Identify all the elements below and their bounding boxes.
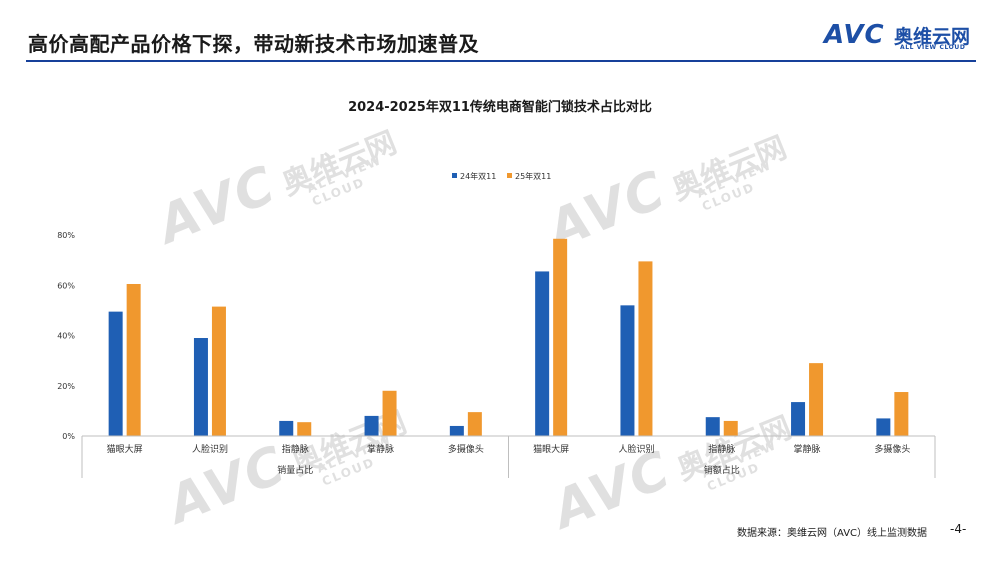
bar (553, 238, 568, 436)
x-category-label: 人脸识别 (618, 443, 654, 455)
bar (382, 390, 397, 436)
bar (705, 417, 720, 436)
chart-title: 2024-2025年双11传统电商智能门锁技术占比对比 (348, 99, 652, 115)
bar (809, 363, 824, 436)
logo-mark: AVC (824, 20, 885, 50)
bar (108, 311, 123, 436)
data-source-note: 数据来源：奥维云网（AVC）线上监测数据 (737, 528, 928, 539)
logo-name-cn: 奥维云网 (894, 26, 971, 48)
x-group-label: 销量占比 (277, 464, 313, 476)
x-category-label: 多摄像头 (874, 443, 910, 455)
x-category-label: 指静脉 (708, 443, 735, 455)
bar (449, 425, 464, 436)
x-category-label: 猫眼大屏 (107, 443, 143, 455)
bar (126, 283, 141, 436)
bar (467, 412, 482, 436)
bar (211, 306, 226, 436)
bar (364, 415, 379, 436)
legend-swatch (452, 173, 457, 178)
bar (297, 422, 312, 436)
bar (894, 392, 909, 436)
bar (620, 305, 635, 436)
bars (108, 238, 909, 436)
x-category-label: 人脸识别 (192, 443, 228, 455)
x-category-label: 掌静脉 (367, 443, 394, 455)
x-category-label: 多摄像头 (448, 443, 484, 455)
chart-legend: 24年双11 25年双11 (452, 171, 551, 181)
legend-label: 24年双11 (460, 171, 496, 181)
bar (638, 261, 653, 436)
x-category-label: 猫眼大屏 (533, 443, 569, 455)
legend-label: 25年双11 (515, 171, 551, 181)
y-axis: 0% 20% 40% 60% 80% (57, 231, 75, 441)
y-tick-label: 60% (57, 281, 75, 290)
bar (279, 420, 294, 436)
brand-logo: AVC 奥维云网 ALL VIEW CLOUD (824, 20, 984, 52)
logo-name-en: ALL VIEW CLOUD (900, 44, 966, 51)
bar (876, 418, 891, 436)
bar (193, 338, 208, 436)
y-tick-label: 80% (57, 231, 75, 240)
y-tick-label: 0% (62, 432, 75, 441)
x-category-label: 指静脉 (282, 443, 309, 455)
header-divider (26, 60, 976, 62)
bar (723, 420, 738, 436)
bar (791, 402, 806, 436)
bar (535, 271, 550, 436)
page-number: -4- (950, 522, 967, 536)
x-group-label: 销额占比 (704, 464, 740, 476)
page-title: 高价高配产品价格下探，带动新技术市场加速普及 (28, 32, 479, 56)
legend-swatch (507, 173, 512, 178)
x-category-label: 掌静脉 (794, 443, 821, 455)
y-tick-label: 40% (57, 332, 75, 341)
y-tick-label: 20% (57, 382, 75, 391)
